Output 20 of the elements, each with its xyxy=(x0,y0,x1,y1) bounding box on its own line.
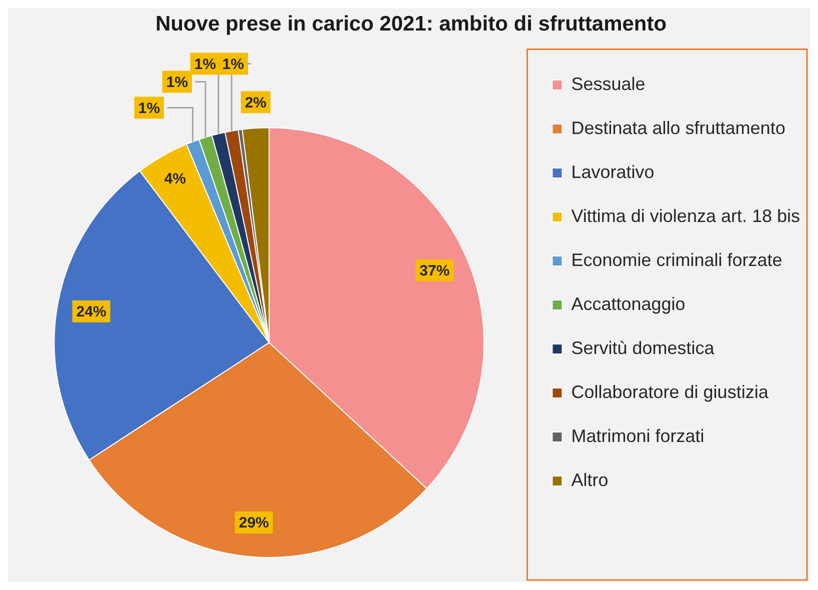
legend-label: Destinata allo sfruttamento xyxy=(571,118,786,138)
legend-label: Lavorativo xyxy=(571,162,654,182)
data-label: 37% xyxy=(420,262,450,280)
data-label: 1% xyxy=(166,74,188,91)
chart-title: Nuove prese in carico 2021: ambito di sfruttamento xyxy=(155,12,667,36)
data-label: 2% xyxy=(244,94,266,112)
data-label: 1% xyxy=(194,56,216,73)
data-label: 29% xyxy=(238,514,269,532)
legend-label: Vittima di violenza art. 18 bis xyxy=(571,206,800,226)
legend-label: Sessuale xyxy=(571,74,646,94)
data-label: 4% xyxy=(164,170,186,188)
data-label: 1% xyxy=(138,100,160,117)
legend-label: Matrimoni forzati xyxy=(571,426,704,446)
legend-label: Economie criminali forzate xyxy=(571,250,782,270)
legend-label: Servitù domestica xyxy=(571,338,716,358)
data-label: 24% xyxy=(76,304,106,321)
legend-label: Altro xyxy=(571,470,608,490)
legend-label: Collaboratore di giustizia xyxy=(571,382,770,402)
legend-label: Accattonaggio xyxy=(571,294,686,314)
data-label: 1% xyxy=(222,56,244,73)
